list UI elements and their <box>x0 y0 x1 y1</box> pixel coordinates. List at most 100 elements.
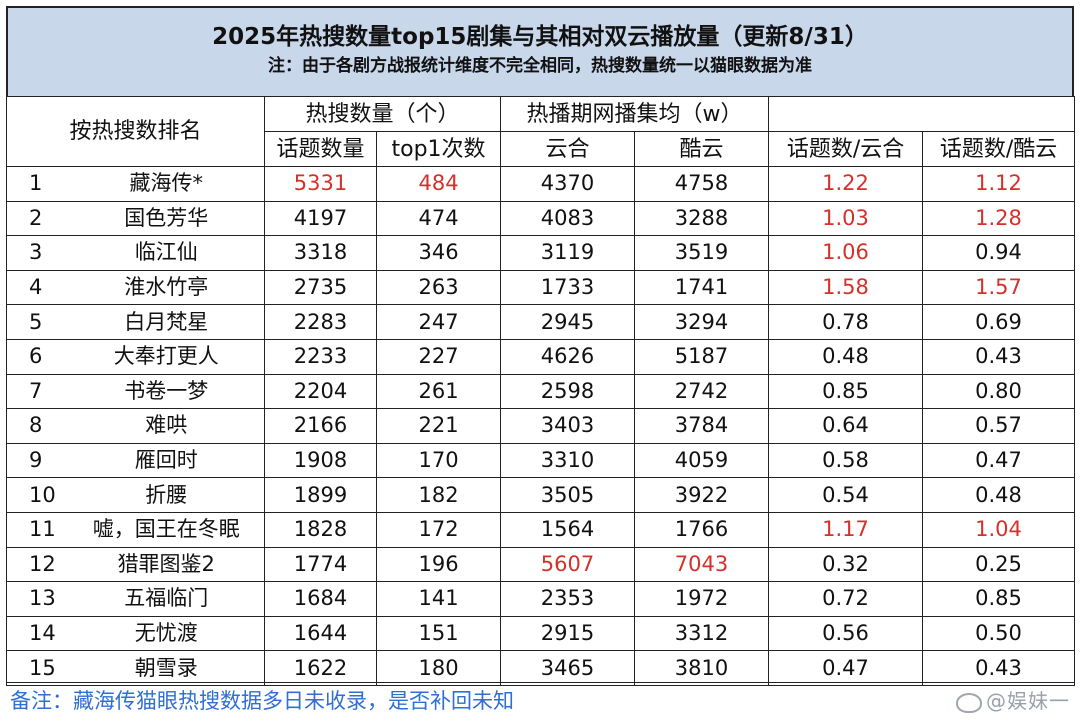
cell-r1: 0.47 <box>768 650 924 686</box>
cell-rank: 5 <box>6 304 69 340</box>
cell-yunhe: 3310 <box>500 442 636 479</box>
ranking-table: 按热搜数排名 热搜数量（个） 热播期网播集均（w） 话题数量 top1次数 云合… <box>5 96 1076 686</box>
cell-yunhe: 2945 <box>500 304 636 340</box>
cell-r1: 0.85 <box>768 373 924 410</box>
cell-kuyun: 2742 <box>634 373 770 410</box>
cell-name: 难哄 <box>68 408 266 444</box>
header-group-play: 热播期网播集均（w） <box>500 96 770 132</box>
cell-topics: 2283 <box>264 304 378 340</box>
table-row: 1 藏海传* 5331 484 4370 4758 1.22 1.12 <box>6 166 1076 202</box>
cell-r2: 0.50 <box>922 615 1076 652</box>
sheet-note: 注：由于各剧方战报统计维度不完全相同，热搜数量统一以猫眼数据为准 <box>268 56 812 76</box>
cell-rank: 6 <box>6 338 69 375</box>
header-group-hot: 热搜数量（个） <box>264 96 502 132</box>
table-row: 7 书卷一梦 2204 261 2598 2742 0.85 0.80 <box>6 373 1076 410</box>
cell-rank: 3 <box>6 235 69 271</box>
cell-topics: 1684 <box>264 581 378 617</box>
header-empty-cell <box>768 96 1076 132</box>
header-ratio-kuyun: 话题数/酷云 <box>922 131 1076 167</box>
header-row-2: 话题数量 top1次数 云合 酷云 话题数/云合 话题数/酷云 <box>7 131 1076 167</box>
cell-top1: 182 <box>376 477 502 513</box>
table-row: 6 大奉打更人 2233 227 4626 5187 0.48 0.43 <box>6 338 1076 375</box>
cell-name: 临江仙 <box>68 235 266 271</box>
cell-kuyun: 4758 <box>634 166 770 202</box>
cell-r2: 0.80 <box>922 373 1076 410</box>
cell-rank: 12 <box>6 546 69 583</box>
cell-r1: 0.58 <box>768 442 924 479</box>
cell-topics: 2233 <box>264 338 378 375</box>
cell-yunhe: 1733 <box>500 269 636 306</box>
cell-r2: 0.25 <box>922 546 1076 583</box>
cell-rank: 1 <box>6 166 69 202</box>
header-rank-by: 按热搜数排名 <box>5 96 266 167</box>
cell-yunhe: 3403 <box>500 408 636 444</box>
cell-top1: 227 <box>376 338 502 375</box>
watermark-text: @娱妹一 <box>986 689 1070 713</box>
cell-top1: 170 <box>376 442 502 479</box>
table-row: 12 猎罪图鉴2 1774 196 5607 7043 0.32 0.25 <box>6 546 1076 583</box>
cell-r1: 0.54 <box>768 477 924 513</box>
cell-name: 朝雪录 <box>68 650 266 686</box>
cell-top1: 247 <box>376 304 502 340</box>
cell-topics: 2735 <box>264 269 378 306</box>
header-kuyun: 酷云 <box>634 131 770 167</box>
cell-yunhe: 3119 <box>500 235 636 271</box>
cell-name: 无忧渡 <box>68 615 266 652</box>
data-sheet: 2025年热搜数量top15剧集与其相对双云播放量（更新8/31） 注：由于各剧… <box>5 6 1076 686</box>
cell-rank: 15 <box>6 650 69 686</box>
cell-r1: 1.03 <box>768 200 924 237</box>
cell-rank: 11 <box>6 511 69 548</box>
cell-topics: 3318 <box>264 235 378 271</box>
cell-kuyun: 3519 <box>634 235 770 271</box>
title-banner: 2025年热搜数量top15剧集与其相对双云播放量（更新8/31） 注：由于各剧… <box>6 6 1074 96</box>
cell-kuyun: 1766 <box>634 511 770 548</box>
table-row: 2 国色芳华 4197 474 4083 3288 1.03 1.28 <box>6 200 1076 237</box>
cell-kuyun: 3784 <box>634 408 770 444</box>
cell-r1: 0.64 <box>768 408 924 444</box>
cell-top1: 196 <box>376 546 502 583</box>
cell-kuyun: 5187 <box>634 338 770 375</box>
cell-r1: 0.78 <box>768 304 924 340</box>
cell-r1: 0.56 <box>768 615 924 652</box>
table-row: 5 白月梵星 2283 247 2945 3294 0.78 0.69 <box>6 304 1076 340</box>
cell-topics: 5331 <box>264 166 378 202</box>
sheet-title: 2025年热搜数量top15剧集与其相对双云播放量（更新8/31） <box>212 24 868 50</box>
footer-note: 备注：藏海传猫眼热搜数据多日未收录，是否补回未知 <box>6 682 1074 718</box>
header-yunhe: 云合 <box>500 131 636 167</box>
cell-rank: 4 <box>6 269 69 306</box>
cell-top1: 151 <box>376 615 502 652</box>
cell-name: 五福临门 <box>68 581 266 617</box>
cell-yunhe: 2598 <box>500 373 636 410</box>
cell-topics: 1644 <box>264 615 378 652</box>
cell-top1: 263 <box>376 269 502 306</box>
table-row: 10 折腰 1899 182 3505 3922 0.54 0.48 <box>6 477 1076 513</box>
cell-yunhe: 3505 <box>500 477 636 513</box>
cell-rank: 9 <box>6 442 69 479</box>
cell-yunhe: 5607 <box>500 546 636 583</box>
cell-r2: 0.69 <box>922 304 1076 340</box>
cell-r2: 0.94 <box>922 235 1076 271</box>
cell-kuyun: 3810 <box>634 650 770 686</box>
header-ratio-yunhe: 话题数/云合 <box>768 131 924 167</box>
cell-top1: 484 <box>376 166 502 202</box>
table-row: 15 朝雪录 1622 180 3465 3810 0.47 0.43 <box>6 650 1076 686</box>
cell-r2: 0.48 <box>922 477 1076 513</box>
table-row: 13 五福临门 1684 141 2353 1972 0.72 0.85 <box>6 581 1076 617</box>
cell-r1: 1.58 <box>768 269 924 306</box>
cell-yunhe: 2353 <box>500 581 636 617</box>
cell-r1: 1.22 <box>768 166 924 202</box>
weibo-icon <box>956 692 982 713</box>
header-top1: top1次数 <box>376 131 502 167</box>
cell-rank: 7 <box>6 373 69 410</box>
table-row: 11 嘘，国王在冬眠 1828 172 1564 1766 1.17 1.04 <box>6 511 1076 548</box>
cell-rank: 10 <box>6 477 69 513</box>
cell-name: 藏海传* <box>68 166 266 202</box>
cell-topics: 2204 <box>264 373 378 410</box>
cell-kuyun: 1972 <box>634 581 770 617</box>
header-row-1: 按热搜数排名 热搜数量（个） 热播期网播集均（w） <box>5 96 1076 167</box>
cell-yunhe: 3465 <box>500 650 636 686</box>
cell-top1: 221 <box>376 408 502 444</box>
cell-top1: 261 <box>376 373 502 410</box>
cell-rank: 2 <box>6 200 69 237</box>
cell-r2: 0.43 <box>922 338 1076 375</box>
